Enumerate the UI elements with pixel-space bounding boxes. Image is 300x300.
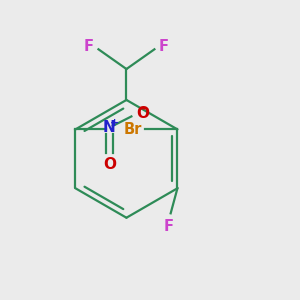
Text: N: N — [103, 119, 116, 134]
Text: −: − — [139, 102, 149, 115]
Text: F: F — [164, 219, 174, 234]
Text: O: O — [136, 106, 149, 121]
Text: +: + — [110, 118, 119, 128]
Text: Br: Br — [124, 122, 142, 137]
Text: F: F — [84, 39, 94, 54]
Text: F: F — [159, 39, 169, 54]
Text: O: O — [103, 158, 116, 172]
